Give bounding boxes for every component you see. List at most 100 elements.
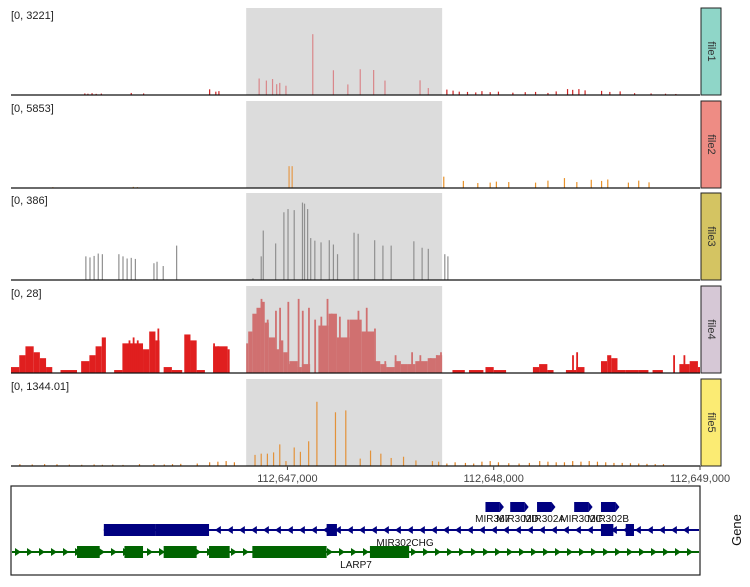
coverage-bar xyxy=(81,361,90,373)
coverage-bar xyxy=(400,364,408,373)
coverage-bar xyxy=(386,367,395,373)
x-tick-label: 112,647,000 xyxy=(257,473,317,485)
exon xyxy=(600,524,614,536)
coverage-bar xyxy=(576,367,585,373)
x-tick-label: 112,648,000 xyxy=(464,473,524,485)
coverage-bar xyxy=(447,256,449,280)
coverage-bar xyxy=(176,245,178,280)
exon xyxy=(103,524,156,536)
coverage-bar xyxy=(258,78,260,95)
exon xyxy=(163,546,197,558)
strand-arrow xyxy=(490,526,497,534)
coverage-bar xyxy=(100,93,102,95)
coverage-bar xyxy=(171,370,183,373)
coverage-bar xyxy=(468,370,484,373)
coverage-bar xyxy=(365,307,368,373)
coverage-bar xyxy=(625,370,639,373)
coverage-bar xyxy=(288,166,290,188)
exon xyxy=(252,546,327,558)
gene-mir367: MIR367 xyxy=(475,502,511,525)
strand-arrow xyxy=(615,502,620,512)
gene-mir302a: MIR302A xyxy=(523,502,565,525)
exon xyxy=(625,524,634,536)
coverage-bar xyxy=(390,245,392,280)
strand-arrow xyxy=(615,548,621,556)
strand-arrow xyxy=(358,526,365,534)
coverage-bar xyxy=(95,346,102,373)
coverage-bar xyxy=(446,89,448,95)
coverage-bar xyxy=(384,80,386,95)
strand-arrow xyxy=(111,548,117,556)
strand-arrow xyxy=(423,548,429,556)
coverage-bar xyxy=(328,240,330,280)
coverage-bar xyxy=(347,84,349,95)
strand-arrow xyxy=(51,548,57,556)
strand-arrow xyxy=(524,502,529,512)
coverage-bar xyxy=(600,361,608,373)
coverage-bar xyxy=(607,179,609,188)
coverage-bar xyxy=(87,93,89,95)
track-file1: [0, 3221] file1 xyxy=(11,7,722,96)
coverage-bar xyxy=(613,462,615,466)
exon xyxy=(77,546,100,558)
coverage-bar xyxy=(466,91,469,95)
coverage-bar xyxy=(532,367,540,373)
strand-arrow xyxy=(274,526,281,534)
strand-arrow xyxy=(147,548,153,556)
gene-body xyxy=(600,502,616,512)
track-strip: file4 xyxy=(700,285,722,374)
coverage-bar xyxy=(291,166,293,188)
strand-arrow xyxy=(574,526,581,534)
strand-arrow xyxy=(519,548,525,556)
strand-arrow xyxy=(646,526,653,534)
strand-arrow xyxy=(63,548,69,556)
coverage-bar xyxy=(217,461,219,466)
coverage-bar xyxy=(126,258,128,280)
strand-arrow xyxy=(675,548,681,556)
strip-label: file1 xyxy=(705,41,717,61)
strand-arrow xyxy=(483,548,489,556)
coverage-bar xyxy=(566,89,569,95)
strand-arrow xyxy=(382,526,389,534)
coverage-bar xyxy=(547,180,549,188)
coverage-bar xyxy=(162,266,164,280)
coverage-bar xyxy=(534,91,537,95)
coverage-bar xyxy=(596,461,599,466)
coverage-bar xyxy=(419,80,421,95)
strand-arrow xyxy=(370,526,377,534)
gene-mir302chg: MIR302CHG xyxy=(103,524,699,549)
coverage-bar xyxy=(539,364,548,373)
coverage-bar xyxy=(272,452,275,466)
coverage-bar xyxy=(227,349,230,373)
coverage-bar xyxy=(654,464,656,466)
coverage-bar xyxy=(555,462,557,466)
strand-arrow xyxy=(551,502,556,512)
coverage-bar xyxy=(328,313,337,373)
coverage-bar xyxy=(605,462,607,466)
track-file2: [0, 5853] file2 xyxy=(11,100,722,189)
coverage-bar xyxy=(275,349,280,373)
coverage-bar xyxy=(508,463,510,466)
coverage-bar xyxy=(39,358,47,373)
coverage-bar xyxy=(271,79,274,95)
coverage-bar xyxy=(101,254,103,280)
strand-arrow xyxy=(495,548,501,556)
strand-arrow xyxy=(562,526,569,534)
coverage-bar xyxy=(638,180,640,188)
coverage-bar xyxy=(128,340,131,373)
coverage-bar xyxy=(380,364,387,373)
coverage-bar xyxy=(419,355,422,373)
coverage-bar xyxy=(547,370,554,373)
exon xyxy=(326,524,337,536)
strand-arrow xyxy=(250,526,257,534)
coverage-bar xyxy=(215,91,217,95)
coverage-bar xyxy=(390,457,392,466)
coverage-bar xyxy=(262,230,264,280)
coverage-bar xyxy=(265,80,267,95)
coverage-bar xyxy=(443,176,445,188)
coverage-bar xyxy=(314,240,316,280)
coverage-bar xyxy=(299,451,302,466)
coverage-bar xyxy=(495,181,497,188)
coverage-bar xyxy=(134,258,136,280)
coverage-bar xyxy=(266,319,269,373)
